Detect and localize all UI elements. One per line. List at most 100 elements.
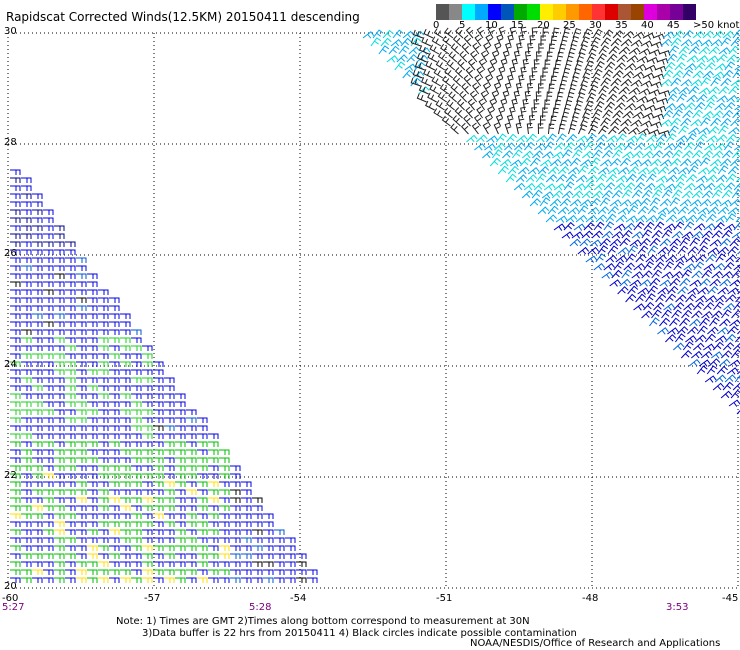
wind-barb [735, 336, 740, 343]
wind-barb [32, 337, 43, 343]
wind-barb [54, 273, 65, 279]
wind-barb [131, 497, 142, 503]
wind-barb [109, 401, 120, 407]
wind-barb [43, 401, 54, 407]
wind-barb [98, 369, 109, 375]
wind-barb [667, 285, 679, 295]
wind-barb [372, 29, 384, 39]
wind-barb [10, 369, 21, 375]
wind-barb [197, 569, 208, 575]
wind-barb [131, 457, 142, 463]
wind-barb [717, 206, 730, 215]
wind-barb [186, 529, 197, 535]
wind-barb [602, 109, 613, 119]
wind-barb [252, 513, 263, 519]
wind-barb [711, 230, 723, 239]
wind-barb [647, 285, 659, 295]
wind-barb [208, 449, 219, 455]
wind-barb [450, 83, 460, 95]
wind-barb [619, 278, 631, 287]
wind-barb [625, 215, 638, 223]
wind-barb [585, 214, 598, 223]
wind-barb [612, 110, 624, 119]
wind-barb [606, 93, 618, 103]
wind-barb [650, 41, 663, 49]
wind-barb [32, 377, 43, 383]
wind-barb [633, 303, 645, 311]
wind-barb [32, 273, 43, 279]
wind-barb [230, 521, 241, 527]
wind-barb [617, 167, 630, 175]
wind-barb [219, 545, 230, 551]
wind-barb [726, 367, 739, 375]
wind-barb [54, 553, 65, 559]
wind-barb [120, 369, 131, 375]
wind-barb [263, 577, 274, 583]
wind-barb [43, 433, 54, 439]
wind-barb [721, 189, 733, 199]
wind-barb [21, 217, 32, 223]
wind-barb [605, 173, 617, 183]
wind-barb [153, 497, 164, 503]
wind-barb [514, 142, 526, 151]
wind-barb [614, 102, 626, 111]
wind-barb [142, 505, 153, 511]
wind-barb [10, 553, 21, 559]
wind-barb [684, 62, 697, 71]
wind-barb [208, 577, 219, 583]
wind-barb [670, 37, 682, 47]
wind-barb [673, 302, 685, 311]
wind-barb [32, 225, 43, 231]
wind-barb [661, 309, 672, 319]
wind-barb [263, 569, 274, 575]
wind-barb [120, 433, 131, 439]
wind-barb [580, 159, 592, 167]
wind-barb [65, 313, 76, 319]
wind-barb [109, 417, 120, 423]
wind-barb [153, 449, 164, 455]
wind-barb [76, 449, 87, 455]
wind-barb [577, 205, 589, 215]
wind-barb [496, 133, 507, 143]
wind-barb [164, 441, 175, 447]
wind-barb [676, 93, 687, 103]
wind-barb [109, 297, 120, 303]
wind-barb [197, 457, 208, 463]
wind-barb [252, 537, 263, 543]
wind-barb [567, 206, 580, 215]
wind-barb [65, 409, 76, 415]
colorbar-cell [592, 4, 605, 20]
wind-barb [500, 98, 508, 111]
wind-barb [76, 441, 87, 447]
wind-barb [683, 182, 696, 191]
wind-barb [619, 157, 631, 167]
wind-barb [87, 329, 98, 335]
wind-barb [153, 425, 164, 431]
wind-barb [65, 361, 76, 367]
wind-barb [164, 561, 175, 567]
wind-barb [98, 513, 109, 519]
wind-barb [10, 497, 21, 503]
wind-barb [642, 150, 654, 159]
wind-barb [695, 175, 708, 183]
wind-barb [630, 79, 643, 87]
wind-barb [423, 68, 433, 79]
wind-barb [626, 135, 638, 143]
wind-barb [54, 297, 65, 303]
wind-barb [592, 28, 603, 39]
wind-barb [175, 409, 186, 415]
wind-barb [713, 301, 724, 311]
wind-barb [21, 265, 32, 271]
wind-barb [726, 94, 738, 103]
wind-barb [704, 62, 716, 71]
wind-barb [230, 545, 241, 551]
wind-barb [698, 46, 710, 55]
wind-barb [32, 425, 43, 431]
wind-barb [732, 382, 740, 391]
wind-barb [153, 553, 164, 559]
wind-barb [87, 473, 98, 479]
wind-barb [645, 173, 657, 183]
wind-barb [706, 94, 718, 103]
wind-barb [719, 199, 732, 207]
wind-barb [519, 157, 531, 167]
